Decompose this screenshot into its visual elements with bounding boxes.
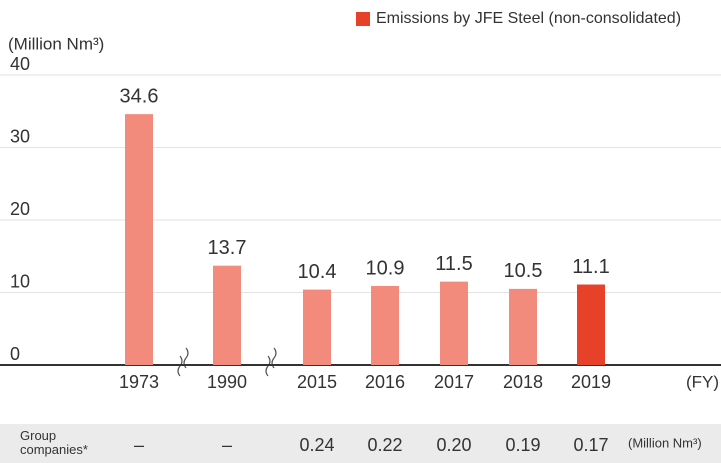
y-tick-label: 40 [10, 54, 30, 74]
legend-swatch [356, 12, 370, 26]
group-value: 0.22 [367, 435, 402, 455]
group-value: 0.17 [573, 435, 608, 455]
table-band [0, 424, 721, 463]
y-tick-label: 0 [10, 344, 20, 364]
group-value: 0.19 [505, 435, 540, 455]
x-tick-label: 2015 [297, 372, 337, 392]
x-tick-label: 2016 [365, 372, 405, 392]
bar [440, 281, 468, 365]
bar [213, 265, 241, 365]
x-tick-label: 2017 [434, 372, 474, 392]
data-label: 10.5 [504, 260, 543, 282]
legend-label: Emissions by JFE Steel (non-consolidated… [376, 10, 681, 27]
group-value: 0.20 [436, 435, 471, 455]
x-tick-label: 2019 [571, 372, 611, 392]
group-value: 0.24 [299, 435, 334, 455]
data-label: 11.1 [572, 256, 609, 278]
data-label: 10.9 [366, 257, 405, 279]
group-unit: (Million Nm³) [628, 435, 702, 450]
group-value: – [134, 435, 144, 455]
data-label: 10.4 [298, 261, 337, 283]
group-label: Group companies* [20, 428, 88, 457]
data-label: 13.7 [208, 237, 247, 259]
x-unit: (FY) [686, 372, 719, 391]
x-tick-label: 1973 [119, 372, 159, 392]
x-tick-label: 1990 [207, 372, 247, 392]
y-axis-label: (Million Nm³) [8, 34, 104, 53]
bar [371, 285, 399, 365]
bar [577, 284, 605, 365]
bar [125, 114, 153, 366]
data-label: 34.6 [120, 85, 159, 107]
y-tick-label: 20 [10, 199, 30, 219]
y-tick-label: 10 [10, 271, 30, 291]
bar [303, 289, 331, 365]
group-value: – [222, 435, 232, 455]
bar [509, 288, 537, 365]
y-tick-label: 30 [10, 126, 30, 146]
x-tick-label: 2018 [503, 372, 543, 392]
data-label: 11.5 [435, 253, 472, 275]
